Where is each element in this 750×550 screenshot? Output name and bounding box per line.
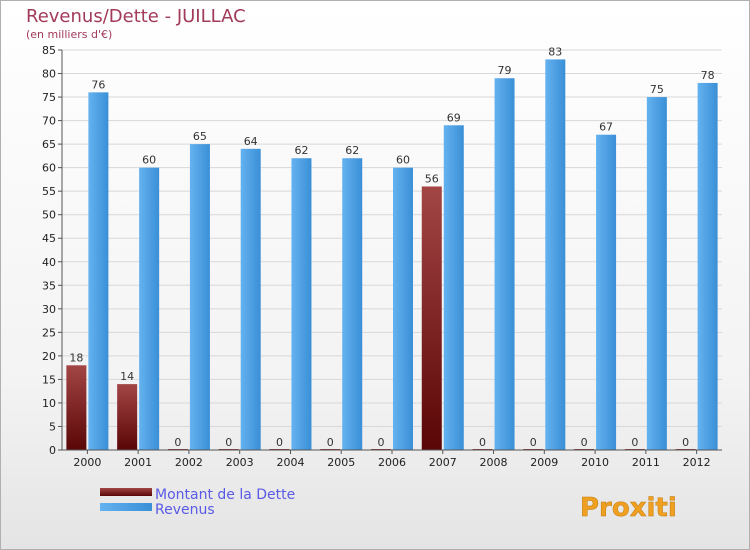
data-label-debt: 0 <box>581 436 588 449</box>
x-tick-label: 2004 <box>276 456 304 469</box>
data-label-revenus: 69 <box>447 111 461 124</box>
y-tick-label: 85 <box>42 44 56 57</box>
bar-revenus <box>494 78 515 450</box>
grid-lines <box>62 49 722 427</box>
data-label-debt: 14 <box>120 370 134 383</box>
data-label-revenus: 83 <box>548 45 562 58</box>
data-label-debt: 18 <box>69 351 83 364</box>
data-label-revenus: 78 <box>701 69 715 82</box>
y-tick-label: 10 <box>42 397 56 410</box>
bar-debt <box>117 384 138 450</box>
y-tick-label: 80 <box>42 68 56 81</box>
bar-revenus <box>646 97 667 450</box>
y-tick-label: 25 <box>42 326 56 339</box>
legend-swatch-revenus <box>100 503 152 511</box>
data-label-debt: 0 <box>225 436 232 449</box>
data-label-debt: 0 <box>378 436 385 449</box>
legend: Montant de la Dette Revenus <box>100 487 295 518</box>
data-label-revenus: 60 <box>142 154 156 167</box>
chart-subtitle: (en milliers d'€) <box>26 28 112 41</box>
data-label-debt: 0 <box>682 436 689 449</box>
bar-revenus <box>139 167 160 450</box>
data-label-revenus: 76 <box>91 78 105 91</box>
data-label-revenus: 60 <box>396 154 410 167</box>
data-label-debt: 0 <box>327 436 334 449</box>
x-tick-label: 2000 <box>73 456 101 469</box>
bar-revenus <box>596 134 617 451</box>
x-tick-label: 2008 <box>480 456 508 469</box>
x-tick-label: 2006 <box>378 456 406 469</box>
data-label-debt: 0 <box>479 436 486 449</box>
x-tick-label: 2011 <box>632 456 660 469</box>
bar-revenus <box>443 125 464 450</box>
y-tick-label: 0 <box>49 444 56 457</box>
legend-label-debt: Montant de la Dette <box>155 487 295 503</box>
y-tick-label: 75 <box>42 91 56 104</box>
y-tick-label: 65 <box>42 138 56 151</box>
x-axis: 2000 2001 2002 2003 2004 2005 2006 2007 2008 2009… <box>73 450 711 469</box>
bar-revenus <box>393 167 413 450</box>
x-tick-label: 2003 <box>226 456 254 469</box>
data-label-revenus: 62 <box>294 144 308 157</box>
data-label-revenus: 75 <box>650 83 664 96</box>
bar-revenus <box>697 82 718 451</box>
data-label-revenus: 65 <box>193 130 207 143</box>
bar-debt <box>66 365 87 450</box>
data-label-revenus: 67 <box>599 121 613 134</box>
chart-title: Revenus/Dette - JUILLAC <box>26 6 246 27</box>
y-tick-label: 45 <box>42 232 56 245</box>
proxiti-logo: Proxiti <box>580 493 677 524</box>
bars: 18 76 14 60 0 65 0 64 0 62 0 62 0 60 56 69 0 79 0 83 0 67 0 75 0… <box>66 45 718 451</box>
y-tick-label: 60 <box>42 162 56 175</box>
y-tick-label: 5 <box>49 420 56 433</box>
x-tick-label: 2002 <box>175 456 203 469</box>
logo-text: Proxiti <box>580 493 677 523</box>
bar-revenus <box>342 158 363 450</box>
y-tick-label: 55 <box>42 185 56 198</box>
bar-revenus <box>291 158 312 450</box>
y-tick-label: 70 <box>42 115 56 128</box>
legend-label-revenus: Revenus <box>155 502 215 518</box>
bar-revenus <box>240 148 261 450</box>
y-tick-label: 30 <box>42 303 56 316</box>
y-tick-label: 50 <box>42 209 56 222</box>
x-tick-label: 2005 <box>327 456 355 469</box>
data-label-revenus: 62 <box>345 144 359 157</box>
y-tick-label: 40 <box>42 256 56 269</box>
bar-debt <box>421 186 442 450</box>
bar-revenus <box>88 92 109 451</box>
data-label-revenus: 79 <box>498 64 512 77</box>
x-tick-label: 2001 <box>124 456 152 469</box>
data-label-debt: 56 <box>425 172 439 185</box>
data-label-revenus: 64 <box>244 135 258 148</box>
x-tick-label: 2007 <box>429 456 457 469</box>
y-tick-label: 35 <box>42 279 56 292</box>
y-axis: 0 5 10 15 20 25 30 35 40 45 50 55 60 65 70 75 80 85 <box>42 44 62 457</box>
data-label-debt: 0 <box>530 436 537 449</box>
x-tick-label: 2009 <box>530 456 558 469</box>
bar-revenus <box>189 144 210 450</box>
y-tick-label: 15 <box>42 373 56 386</box>
x-tick-label: 2010 <box>581 456 609 469</box>
y-tick-label: 20 <box>42 350 56 363</box>
data-label-debt: 0 <box>631 436 638 449</box>
legend-swatch-debt <box>100 488 152 496</box>
data-label-debt: 0 <box>276 436 283 449</box>
bar-revenus <box>545 59 566 450</box>
data-label-debt: 0 <box>174 436 181 449</box>
x-tick-label: 2012 <box>683 456 711 469</box>
